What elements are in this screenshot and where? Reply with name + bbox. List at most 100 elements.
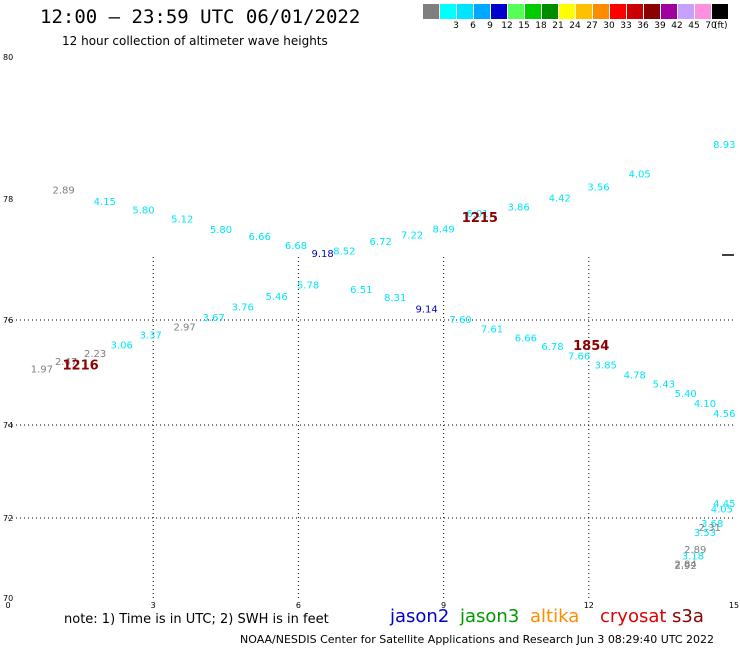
- color-scale-label: 12: [501, 21, 513, 31]
- satellite-legend-item: jason3: [460, 606, 520, 627]
- color-scale-label: 27: [586, 21, 598, 31]
- pass-time-label: 1215: [462, 211, 498, 226]
- color-scale-label: 30: [603, 21, 615, 31]
- wave-height-label: 5.12: [171, 215, 193, 226]
- x-tick-label: 12: [584, 601, 594, 610]
- y-tick-label: 72: [3, 514, 13, 523]
- chart-marks: 2.89 4.15 5.80 5.12 5.80 6.66 6.68 9.18 8.52 6.72…: [31, 140, 736, 572]
- pass-time-label: 1854: [573, 339, 609, 354]
- wave-height-label: 5.40: [674, 389, 696, 400]
- color-scale-label: 24: [569, 21, 581, 31]
- wave-height-label: 3.68: [701, 519, 723, 530]
- wave-height-label: 2.47: [55, 357, 77, 368]
- satellite-legend-item: s3a: [672, 606, 704, 627]
- color-scale-label: 9: [487, 21, 493, 31]
- satellite-legend-item: jason2: [390, 606, 450, 627]
- color-scale-swatch: [712, 4, 728, 19]
- wave-height-label: 4.45: [713, 499, 735, 510]
- wave-height-label: 3.18: [682, 552, 704, 563]
- color-scale-label: 70: [705, 21, 717, 31]
- color-scale-swatch: [695, 4, 711, 19]
- color-scale-swatch: [576, 4, 592, 19]
- wave-height-label: 3.53: [694, 528, 716, 539]
- color-scale-swatch: [474, 4, 490, 19]
- color-scale-swatch: [491, 4, 507, 19]
- color-scale-swatch: [610, 4, 626, 19]
- y-tick-label: 74: [3, 421, 13, 430]
- wave-height-label: 2.89: [684, 545, 706, 556]
- wave-height-label: 3.85: [595, 360, 617, 371]
- color-scale-swatch: [440, 4, 456, 19]
- wave-height-label: 2.92: [674, 561, 696, 572]
- color-scale-swatch: [559, 4, 575, 19]
- wave-height-label: 3.06: [111, 340, 133, 351]
- color-scale-label: 21: [552, 21, 564, 31]
- chart-subtitle: 12 hour collection of altimeter wave hei…: [62, 34, 328, 48]
- wave-height-label: 7.61: [481, 325, 503, 336]
- wave-height-label: 8.52: [333, 247, 355, 258]
- satellite-legend-item: altika: [530, 606, 580, 627]
- wave-height-label: 5.46: [265, 292, 287, 303]
- y-tick-label: 76: [3, 316, 13, 325]
- wave-height-label: 6.78: [541, 342, 563, 353]
- wave-height-label: 5.80: [210, 225, 232, 236]
- y-tick-label: 70: [3, 594, 13, 603]
- wave-height-label: 3.67: [203, 313, 225, 324]
- wave-height-label: 9.18: [311, 249, 333, 260]
- wave-height-label: 3.37: [140, 330, 162, 341]
- wave-height-label: 7.22: [401, 230, 423, 241]
- x-tick-label: 0: [5, 601, 10, 610]
- color-scale-label: 42: [671, 21, 683, 31]
- wave-height-label: 6.68: [285, 241, 307, 252]
- color-scale-unit: (ft): [714, 21, 728, 31]
- color-scale-label: 33: [620, 21, 632, 31]
- wave-height-label: 3.56: [587, 182, 609, 193]
- color-scale-swatch: [593, 4, 609, 19]
- color-scale-swatch: [525, 4, 541, 19]
- wave-height-label: 5.43: [653, 380, 675, 391]
- color-scale-label: 36: [637, 21, 649, 31]
- wave-height-label: 4.78: [624, 370, 646, 381]
- wave-height-label: 2.89: [53, 185, 75, 196]
- wave-height-label: 1.97: [31, 365, 53, 376]
- wave-height-label: 4.05: [711, 504, 733, 515]
- wave-height-label: 4.15: [94, 197, 116, 208]
- footer-credit: NOAA/NESDIS Center for Satellite Applica…: [240, 633, 715, 646]
- y-tick-label: 78: [3, 195, 13, 204]
- wave-height-label: 6.66: [249, 232, 271, 243]
- wave-height-label: 6.72: [370, 237, 392, 248]
- wave-height-label: 6.51: [350, 285, 372, 296]
- wave-height-label: 2.97: [174, 323, 196, 334]
- y-tick-label: 80: [3, 53, 13, 62]
- color-scale-swatch: [542, 4, 558, 19]
- x-tick-label: 9: [441, 601, 446, 610]
- chart-grid: [8, 257, 734, 598]
- wave-height-label: 2.84: [674, 560, 696, 571]
- color-scale-label: 45: [688, 21, 700, 31]
- wave-height-label: 5.78: [297, 281, 319, 292]
- color-scale-label: 18: [535, 21, 547, 31]
- pass-time-label: 1216: [63, 358, 99, 373]
- units-note: note: 1) Time is in UTC; 2) SWH is in fe…: [64, 612, 329, 627]
- color-scale-swatch: [457, 4, 473, 19]
- wave-height-label: 4.10: [694, 399, 716, 410]
- wave-height-label: 4.56: [713, 409, 735, 420]
- wave-height-label: 9.14: [416, 305, 438, 316]
- color-scale-swatch: [508, 4, 524, 19]
- wave-height-label: 8.49: [432, 224, 454, 235]
- chart-title: 12:00 – 23:59 UTC 06/01/2022: [40, 6, 361, 28]
- x-tick-label: 6: [296, 601, 301, 610]
- color-scale-swatch: [678, 4, 694, 19]
- wave-height-label: 4.42: [549, 193, 571, 204]
- wave-height-label: 6.01: [466, 209, 488, 220]
- wave-height-label: 6.66: [515, 334, 537, 345]
- wave-height-label: 4.05: [628, 170, 650, 181]
- wave-height-label: 5.80: [132, 206, 154, 217]
- color-scale-swatch: [423, 4, 439, 19]
- wave-height-label: 3.86: [507, 202, 529, 213]
- wave-height-label: 2.31: [699, 523, 721, 534]
- wave-height-label: 3.76: [232, 302, 254, 313]
- satellite-legend-item: cryosat: [600, 606, 667, 627]
